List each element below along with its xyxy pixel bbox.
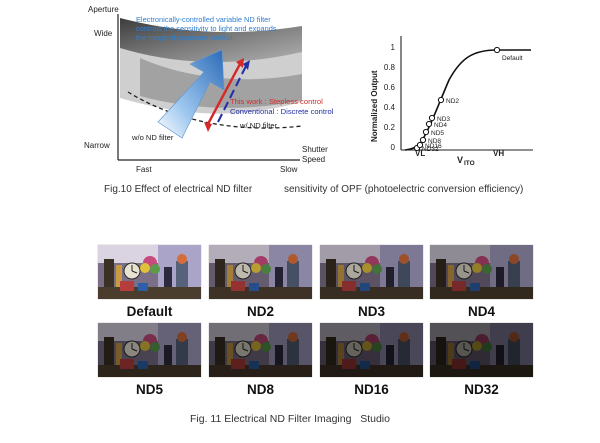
data-point-nd3 [428,114,436,122]
fig10-caption-right: sensitivity of OPF (photoelectric conver… [284,184,524,195]
opf-sensitivity-chart: 1 0.8 0.6 0.4 0.2 0 Normalized Output VL… [370,36,533,167]
y-bottom-label: Narrow [84,141,110,150]
thumbnail-nd2 [209,245,312,299]
thumbnail-label-nd3: ND3 [357,304,385,319]
stepless-note: This work : Stepless control [230,97,323,106]
data-label-default: Default [502,55,523,62]
thumbnail-nd4 [430,245,533,299]
stepless-control-line [206,63,242,125]
thumbnail-label-nd5: ND5 [135,382,163,397]
thumbnail-nd3 [320,245,423,299]
y-tick-0.2: 0.2 [384,123,396,132]
data-point-nd5 [422,128,430,136]
thumbnail-nd8 [209,323,312,377]
data-label-nd16: ND16 [425,143,442,150]
vh-label: VH [493,149,504,158]
blue-note-line-3: the range of exposure control. [136,33,234,42]
chart-x-axis-label: V [457,155,463,165]
data-label-nd8: ND8 [428,138,441,145]
x-axis-label-1: Shutter [302,145,328,154]
data-label-nd3: ND3 [437,116,450,123]
y-tick-0.6: 0.6 [384,83,396,92]
without-nd-label: w/o ND filter [131,133,174,142]
fig10-caption-left: Fig.10 Effect of electrical ND filter [104,184,253,195]
thumbnail-label-default: Default [126,304,173,319]
data-label-nd32: ND32 [422,146,439,153]
discrete-note: Conventional : Discrete control [230,107,334,116]
blue-note-line-2: controls the sensitivity to light and ex… [136,24,277,33]
data-point-nd2 [437,96,445,104]
opf-curve [404,49,531,151]
y-tick-0.8: 0.8 [384,63,396,72]
y-tick-1: 1 [391,43,396,52]
chart-x-axis-sub: ITO [464,160,475,167]
data-point-nd4 [425,120,433,128]
thumbnail-label-nd16: ND16 [354,382,389,397]
x-axis-label-2: Speed [302,155,325,164]
x-left-label: Fast [136,165,152,174]
y-tick-0: 0 [391,143,396,152]
thumbnail-nd32 [430,323,533,377]
without-nd-band [120,18,302,63]
blue-note-line-1: Electronically-controlled variable ND fi… [136,15,271,24]
y-axis-label: Aperture [88,5,119,14]
y-top-label: Wide [94,29,113,38]
vl-label: VL [415,149,425,158]
expansion-arrow [157,49,225,139]
data-label-nd2: ND2 [446,98,459,105]
thumbnail-default [98,245,201,299]
thumbnail-label-nd4: ND4 [467,304,495,319]
y-tick-0.4: 0.4 [384,103,396,112]
thumbnail-nd5 [98,323,201,377]
x-right-label: Slow [280,165,298,174]
fig11-caption: Fig. 11 Electrical ND Filter Imaging Stu… [190,413,390,425]
data-label-nd5: ND5 [431,130,444,137]
thumbnail-nd16 [320,323,423,377]
data-point-nd8 [419,136,427,144]
exposure-range-diagram: Aperture Wide Narrow Fast Slow Shutter S… [84,5,334,174]
thumbnail-label-nd8: ND8 [246,382,274,397]
thumbnail-label-nd2: ND2 [246,304,274,319]
discrete-control-markers [217,65,247,123]
with-nd-label: w/ ND filter [239,121,278,130]
data-point-default [493,46,501,54]
thumbnail-label-nd32: ND32 [464,382,499,397]
chart-y-axis-label: Normalized Output [370,70,379,142]
lower-boundary [127,91,303,129]
data-point-nd16 [416,141,424,149]
data-label-nd4: ND4 [434,122,447,129]
